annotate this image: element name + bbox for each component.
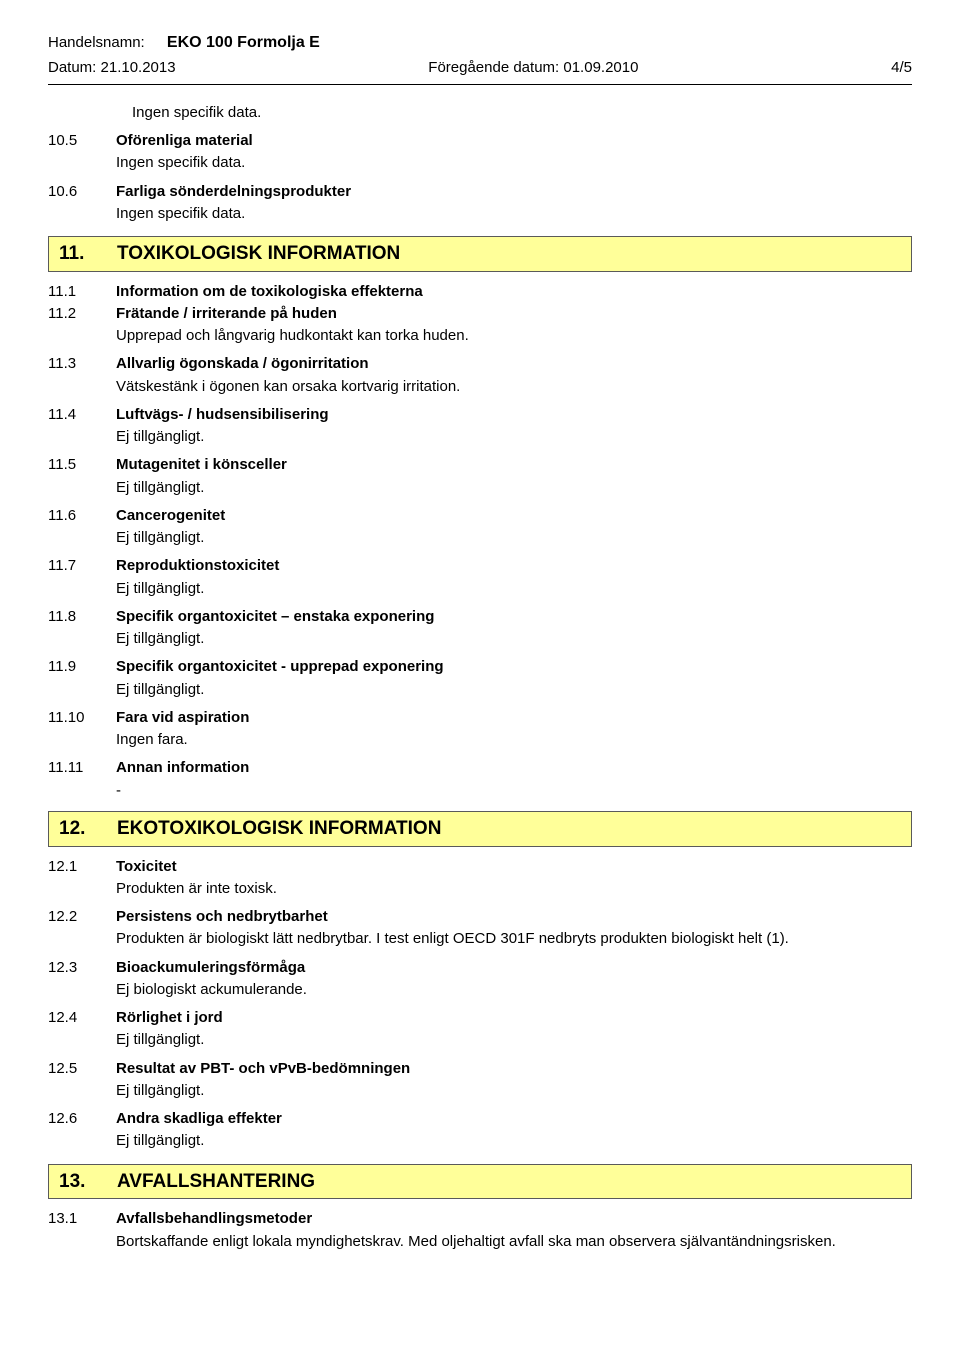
item-num: 12.1	[48, 857, 116, 906]
item-13-1: 13.1 Avfallsbehandlingsmetoder Bortskaff…	[48, 1209, 912, 1258]
section-11-header: 11. TOXIKOLOGISK INFORMATION	[48, 236, 912, 272]
item-10-6: 10.6 Farliga sönderdelningsprodukter Ing…	[48, 182, 912, 231]
item-num: 11.7	[48, 556, 116, 605]
item-num: 12.3	[48, 958, 116, 1007]
item-12-1: 12.1 Toxicitet Produkten är inte toxisk.	[48, 857, 912, 906]
item-text: Ej biologiskt ackumulerande.	[116, 980, 912, 1000]
header-prev-date: Föregående datum: 01.09.2010	[176, 58, 892, 78]
item-label: Information om de toxikologiska effekter…	[116, 282, 912, 302]
section-num: 13.	[59, 1169, 117, 1195]
item-label: Annan information	[116, 758, 912, 778]
item-11-4: 11.4 Luftvägs- / hudsensibilisering Ej t…	[48, 405, 912, 454]
section-num: 11.	[59, 241, 117, 267]
item-text: Ej tillgängligt.	[116, 1030, 912, 1050]
header-date: Datum: 21.10.2013	[48, 58, 176, 78]
item-label: Cancerogenitet	[116, 506, 912, 526]
item-text: Produkten är inte toxisk.	[116, 879, 912, 899]
item-label: Specifik organtoxicitet - upprepad expon…	[116, 657, 912, 677]
item-text: Ej tillgängligt.	[116, 478, 912, 498]
item-10-5: 10.5 Oförenliga material Ingen specifik …	[48, 131, 912, 180]
header-page-number: 4/5	[891, 58, 912, 78]
item-num: 11.2	[48, 304, 116, 353]
pre-item-text-0: Ingen specifik data.	[132, 103, 912, 123]
item-num: 12.2	[48, 907, 116, 956]
item-num: 11.4	[48, 405, 116, 454]
item-text: Bortskaffande enligt lokala myndighetskr…	[116, 1232, 912, 1252]
item-12-2: 12.2 Persistens och nedbrytbarhet Produk…	[48, 907, 912, 956]
item-text: Upprepad och långvarig hudkontakt kan to…	[116, 326, 912, 346]
item-num: 11.9	[48, 657, 116, 706]
item-num: 12.4	[48, 1008, 116, 1057]
item-text: Ej tillgängligt.	[116, 680, 912, 700]
item-12-6: 12.6 Andra skadliga effekter Ej tillgäng…	[48, 1109, 912, 1158]
item-label: Fara vid aspiration	[116, 708, 912, 728]
item-12-5: 12.5 Resultat av PBT- och vPvB-bedömning…	[48, 1059, 912, 1108]
item-num: 11.5	[48, 455, 116, 504]
item-11-8: 11.8 Specifik organtoxicitet – enstaka e…	[48, 607, 912, 656]
header-rule	[48, 84, 912, 85]
item-label: Resultat av PBT- och vPvB-bedömningen	[116, 1059, 912, 1079]
item-label: Oförenliga material	[116, 131, 912, 151]
trade-name: EKO 100 Formolja E	[167, 34, 320, 51]
item-num: 10.6	[48, 182, 116, 231]
item-11-5: 11.5 Mutagenitet i könsceller Ej tillgän…	[48, 455, 912, 504]
item-11-7: 11.7 Reproduktionstoxicitet Ej tillgängl…	[48, 556, 912, 605]
item-text: Ej tillgängligt.	[116, 427, 912, 447]
item-num: 11.8	[48, 607, 116, 656]
section-num: 12.	[59, 816, 117, 842]
item-label: Luftvägs- / hudsensibilisering	[116, 405, 912, 425]
item-11-11: 11.11 Annan information -	[48, 758, 912, 805]
item-num: 11.3	[48, 354, 116, 403]
item-12-4: 12.4 Rörlighet i jord Ej tillgängligt.	[48, 1008, 912, 1057]
item-num: 11.11	[48, 758, 116, 805]
item-num: 13.1	[48, 1209, 116, 1258]
item-label: Mutagenitet i könsceller	[116, 455, 912, 475]
item-num: 11.6	[48, 506, 116, 555]
item-label: Persistens och nedbrytbarhet	[116, 907, 912, 927]
item-text: Ej tillgängligt.	[116, 579, 912, 599]
item-text: Ej tillgängligt.	[116, 1131, 912, 1151]
item-label: Avfallsbehandlingsmetoder	[116, 1209, 912, 1229]
item-text: -	[116, 781, 912, 801]
item-label: Rörlighet i jord	[116, 1008, 912, 1028]
item-num: 12.6	[48, 1109, 116, 1158]
item-label: Farliga sönderdelningsprodukter	[116, 182, 912, 202]
item-text: Ingen specifik data.	[116, 153, 912, 173]
item-11-3: 11.3 Allvarlig ögonskada / ögonirritatio…	[48, 354, 912, 403]
item-label: Allvarlig ögonskada / ögonirritation	[116, 354, 912, 374]
item-11-2: 11.2 Frätande / irriterande på huden Upp…	[48, 304, 912, 353]
item-label: Frätande / irriterande på huden	[116, 304, 912, 324]
section-title: TOXIKOLOGISK INFORMATION	[117, 241, 400, 267]
section-title: AVFALLSHANTERING	[117, 1169, 315, 1195]
section-12-header: 12. EKOTOXIKOLOGISK INFORMATION	[48, 811, 912, 847]
item-text: Ej tillgängligt.	[116, 1081, 912, 1101]
item-text: Ingen fara.	[116, 730, 912, 750]
item-num: 12.5	[48, 1059, 116, 1108]
trade-name-label: Handelsnamn:	[48, 34, 145, 51]
item-11-6: 11.6 Cancerogenitet Ej tillgängligt.	[48, 506, 912, 555]
section-13-header: 13. AVFALLSHANTERING	[48, 1164, 912, 1200]
item-12-3: 12.3 Bioackumuleringsförmåga Ej biologis…	[48, 958, 912, 1007]
item-label: Toxicitet	[116, 857, 912, 877]
item-11-1: 11.1 Information om de toxikologiska eff…	[48, 282, 912, 302]
section-title: EKOTOXIKOLOGISK INFORMATION	[117, 816, 441, 842]
header-trade-name-row: Handelsnamn: EKO 100 Formolja E	[48, 32, 912, 54]
item-text: Vätskestänk i ögonen kan orsaka kortvari…	[116, 377, 912, 397]
item-11-9: 11.9 Specifik organtoxicitet - upprepad …	[48, 657, 912, 706]
item-num: 11.1	[48, 282, 116, 302]
item-label: Specifik organtoxicitet – enstaka expone…	[116, 607, 912, 627]
item-text: Ingen specifik data.	[116, 204, 912, 224]
item-11-10: 11.10 Fara vid aspiration Ingen fara.	[48, 708, 912, 757]
header-date-row: Datum: 21.10.2013 Föregående datum: 01.0…	[48, 58, 912, 78]
item-label: Bioackumuleringsförmåga	[116, 958, 912, 978]
item-text: Ej tillgängligt.	[116, 528, 912, 548]
item-num: 10.5	[48, 131, 116, 180]
item-text: Produkten är biologiskt lätt nedbrytbar.…	[116, 929, 912, 949]
item-label: Reproduktionstoxicitet	[116, 556, 912, 576]
item-num: 11.10	[48, 708, 116, 757]
item-label: Andra skadliga effekter	[116, 1109, 912, 1129]
item-text: Ej tillgängligt.	[116, 629, 912, 649]
